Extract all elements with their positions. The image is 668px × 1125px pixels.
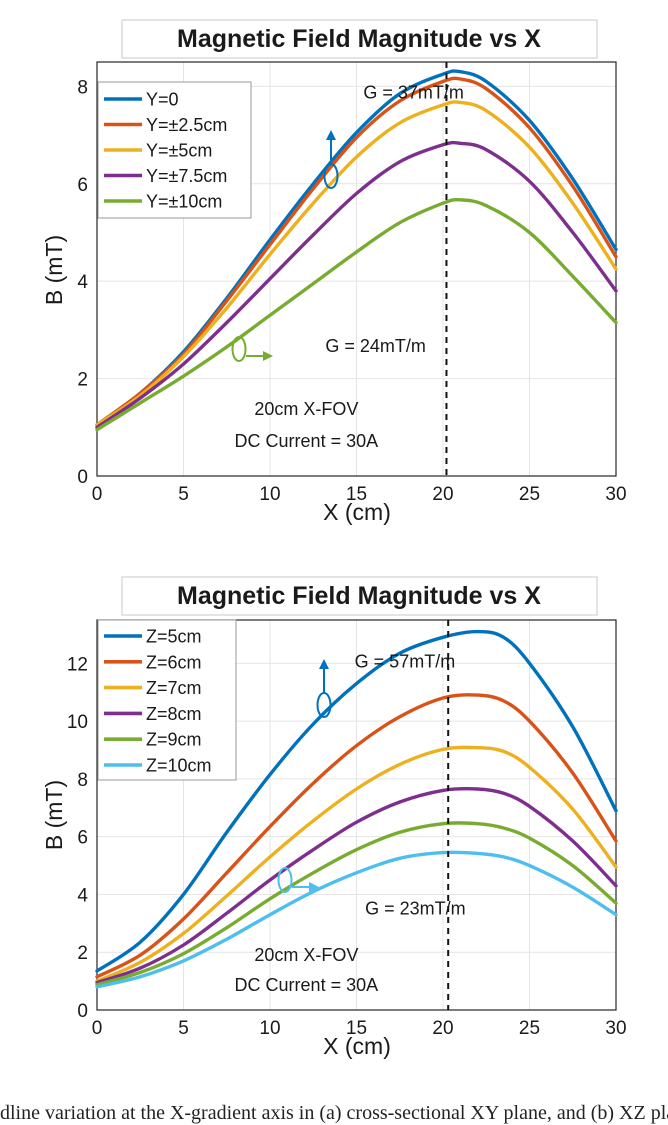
y-tick-label: 4 (77, 272, 88, 293)
x-tick-label: 20 (432, 484, 453, 505)
legend-label: Y=0 (146, 90, 179, 110)
chart-2-fov-label: 20cm X-FOV (254, 945, 358, 965)
chart-1-xlabel: X (cm) (323, 499, 391, 525)
x-tick-label: 15 (346, 484, 367, 505)
y-tick-label: 12 (67, 654, 88, 675)
chart-1-title-box (121, 19, 598, 59)
legend-label: Y=±5cm (146, 141, 212, 161)
x-tick-label: 15 (346, 1018, 367, 1039)
series-line-2 (95, 76, 618, 427)
chart-2: Magnetic Field Magnitude vs X 0 5 10 15 20 25… (41, 576, 627, 1059)
chart-2-series (95, 629, 618, 989)
x-tick-label: 5 (178, 1018, 189, 1039)
chart-1-current-label: DC Current = 30A (235, 431, 379, 451)
y-tick-label: 0 (77, 1001, 88, 1022)
chart-1-fov-label: 20cm X-FOV (254, 399, 358, 419)
figure-caption: dline variation at the X-gradient axis i… (0, 1102, 668, 1124)
x-tick-label: 0 (92, 484, 103, 505)
series-line-4 (95, 786, 618, 985)
x-tick-label: 30 (605, 1018, 626, 1039)
chart-1-gradient-marker-bottom (231, 336, 247, 362)
y-tick-label: 6 (77, 175, 88, 196)
y-tick-label: 6 (77, 828, 88, 849)
chart-2-ylabel: B (mT) (41, 780, 67, 850)
y-tick-label: 0 (77, 467, 88, 488)
legend-label: Z=5cm (146, 627, 202, 647)
chart-2-plot-frame (96, 619, 617, 1011)
legend-label: Y=±2.5cm (146, 115, 227, 135)
legend-label: Z=6cm (146, 652, 202, 672)
chart-1-legend: Y=0 Y=±2.5cm Y=±5cm Y=±7.5cm Y=±10cm (97, 81, 252, 219)
series-line-3 (95, 100, 618, 427)
series-line-1 (95, 629, 618, 973)
x-tick-label: 5 (178, 484, 189, 505)
legend-label: Z=9cm (146, 730, 202, 750)
chart-1-ylabel: B (mT) (41, 235, 67, 305)
chart-1-gradient-label-top: G = 37mT/m (363, 83, 464, 103)
legend-label: Z=10cm (146, 756, 212, 776)
series-line-3 (95, 745, 618, 983)
y-tick-label: 10 (67, 712, 88, 733)
series-line-5 (95, 821, 618, 987)
y-tick-label: 8 (77, 77, 88, 98)
x-tick-label: 25 (519, 484, 540, 505)
series-line-5 (95, 197, 618, 432)
y-tick-label: 2 (77, 943, 88, 964)
x-tick-label: 10 (259, 484, 280, 505)
chart-1-series (95, 69, 618, 432)
chart-2-gradient-label-bottom: G = 23mT/m (365, 899, 466, 919)
series-line-6 (95, 850, 618, 989)
x-tick-label: 25 (519, 1018, 540, 1039)
chart-2-gradient-label-top: G = 57mT/m (355, 652, 456, 672)
chart-2-title: Magnetic Field Magnitude vs X (177, 582, 541, 610)
y-tick-label: 8 (77, 770, 88, 791)
chart-1: Magnetic Field Magnitude vs X 0 5 10 15 20 25… (41, 19, 627, 525)
legend-label: Y=±10cm (146, 192, 222, 212)
x-tick-label: 10 (259, 1018, 280, 1039)
y-tick-label: 4 (77, 885, 88, 906)
chart-2-legend-box (97, 619, 237, 781)
chart-1-annotations: G = 37mT/m G = 24mT/m 20cm X-FOV DC Curr… (231, 83, 464, 451)
series-line-2 (95, 693, 618, 979)
chart-2-title-box (121, 576, 598, 616)
chart-2-annotations: G = 57mT/m G = 23mT/m 20cm X-FOV DC Curr… (235, 652, 466, 996)
legend-label: Y=±7.5cm (146, 166, 227, 186)
chart-2-tick-labels: 0 5 10 15 20 25 30 0 2 4 6 8 10 12 (67, 654, 627, 1039)
chart-1-title: Magnetic Field Magnitude vs X (177, 25, 541, 53)
chart-2-legend: Z=5cm Z=6cm Z=7cm Z=8cm Z=9cm Z=10cm (97, 619, 237, 781)
legend-label: Z=7cm (146, 678, 202, 698)
x-tick-label: 0 (92, 1018, 103, 1039)
y-tick-label: 2 (77, 370, 88, 391)
x-tick-label: 20 (432, 1018, 453, 1039)
series-line-4 (95, 140, 618, 429)
chart-1-tick-labels: 0 5 10 15 20 25 30 0 2 4 6 8 (77, 77, 626, 505)
chart-2-current-label: DC Current = 30A (235, 975, 379, 995)
chart-1-gradient-label-bottom: G = 24mT/m (325, 336, 426, 356)
legend-label: Z=8cm (146, 704, 202, 724)
chart-2-gradient-marker-bottom (277, 867, 293, 893)
x-tick-label: 30 (605, 484, 626, 505)
chart-2-xlabel: X (cm) (323, 1033, 391, 1059)
